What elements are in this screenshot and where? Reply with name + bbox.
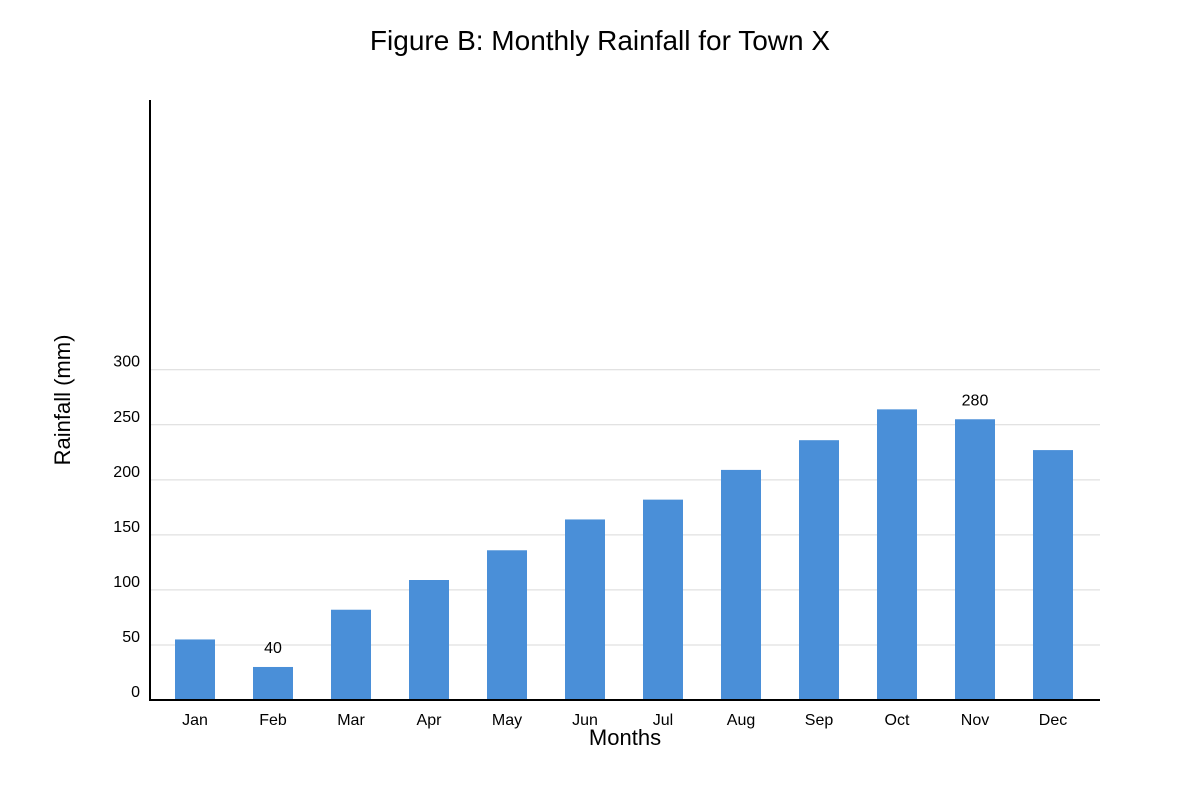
x-tick-label-nov: Nov [961,712,989,729]
x-tick-label-jul: Jul [653,712,673,729]
x-tick-label-feb: Feb [259,712,287,729]
x-tick-label-may: May [492,712,522,729]
x-axis-ticks: Jan Feb Mar Apr May Jun Jul Aug Sep Oct Nov Dec [182,712,1067,729]
bar-feb [253,666,293,700]
bar-mar [331,609,371,700]
x-tick-label-oct: Oct [885,712,910,729]
x-tick-label-jan: Jan [182,712,208,729]
y-tick-label-150: 150 [113,519,140,536]
x-tick-label-mar: Mar [337,712,365,729]
x-tick-label-dec: Dec [1039,712,1067,729]
bar-jun [565,519,605,700]
bar-sep [799,440,839,700]
gridlines [150,369,1100,646]
bar-dec [1033,450,1073,700]
data-label-feb: 40 [264,640,282,657]
x-axis-title: Months [589,725,661,750]
data-labels: 40 280 [264,392,988,657]
x-tick-label-jun: Jun [572,712,598,729]
bars [175,409,1073,700]
y-axis-ticks: 0 50 100 150 200 250 300 [113,354,140,701]
x-tick-label-apr: Apr [417,712,443,729]
y-tick-label-200: 200 [113,464,140,481]
bar-jul [643,499,683,700]
y-tick-label-0: 0 [131,684,140,701]
bar-apr [409,580,449,700]
x-tick-label-aug: Aug [727,712,755,729]
y-tick-label-100: 100 [113,574,140,591]
bar-aug [721,469,761,700]
y-tick-label-50: 50 [122,629,140,646]
y-axis-title: Rainfall (mm) [50,335,75,466]
chart-title: Figure B: Monthly Rainfall for Town X [370,25,830,56]
y-tick-label-250: 250 [113,409,140,426]
bar-may [487,550,527,700]
bar-oct [877,409,917,700]
bar-jan [175,639,215,700]
bar-nov [955,419,995,700]
data-label-nov: 280 [962,392,989,409]
y-tick-label-300: 300 [113,354,140,371]
x-tick-label-sep: Sep [805,712,834,729]
